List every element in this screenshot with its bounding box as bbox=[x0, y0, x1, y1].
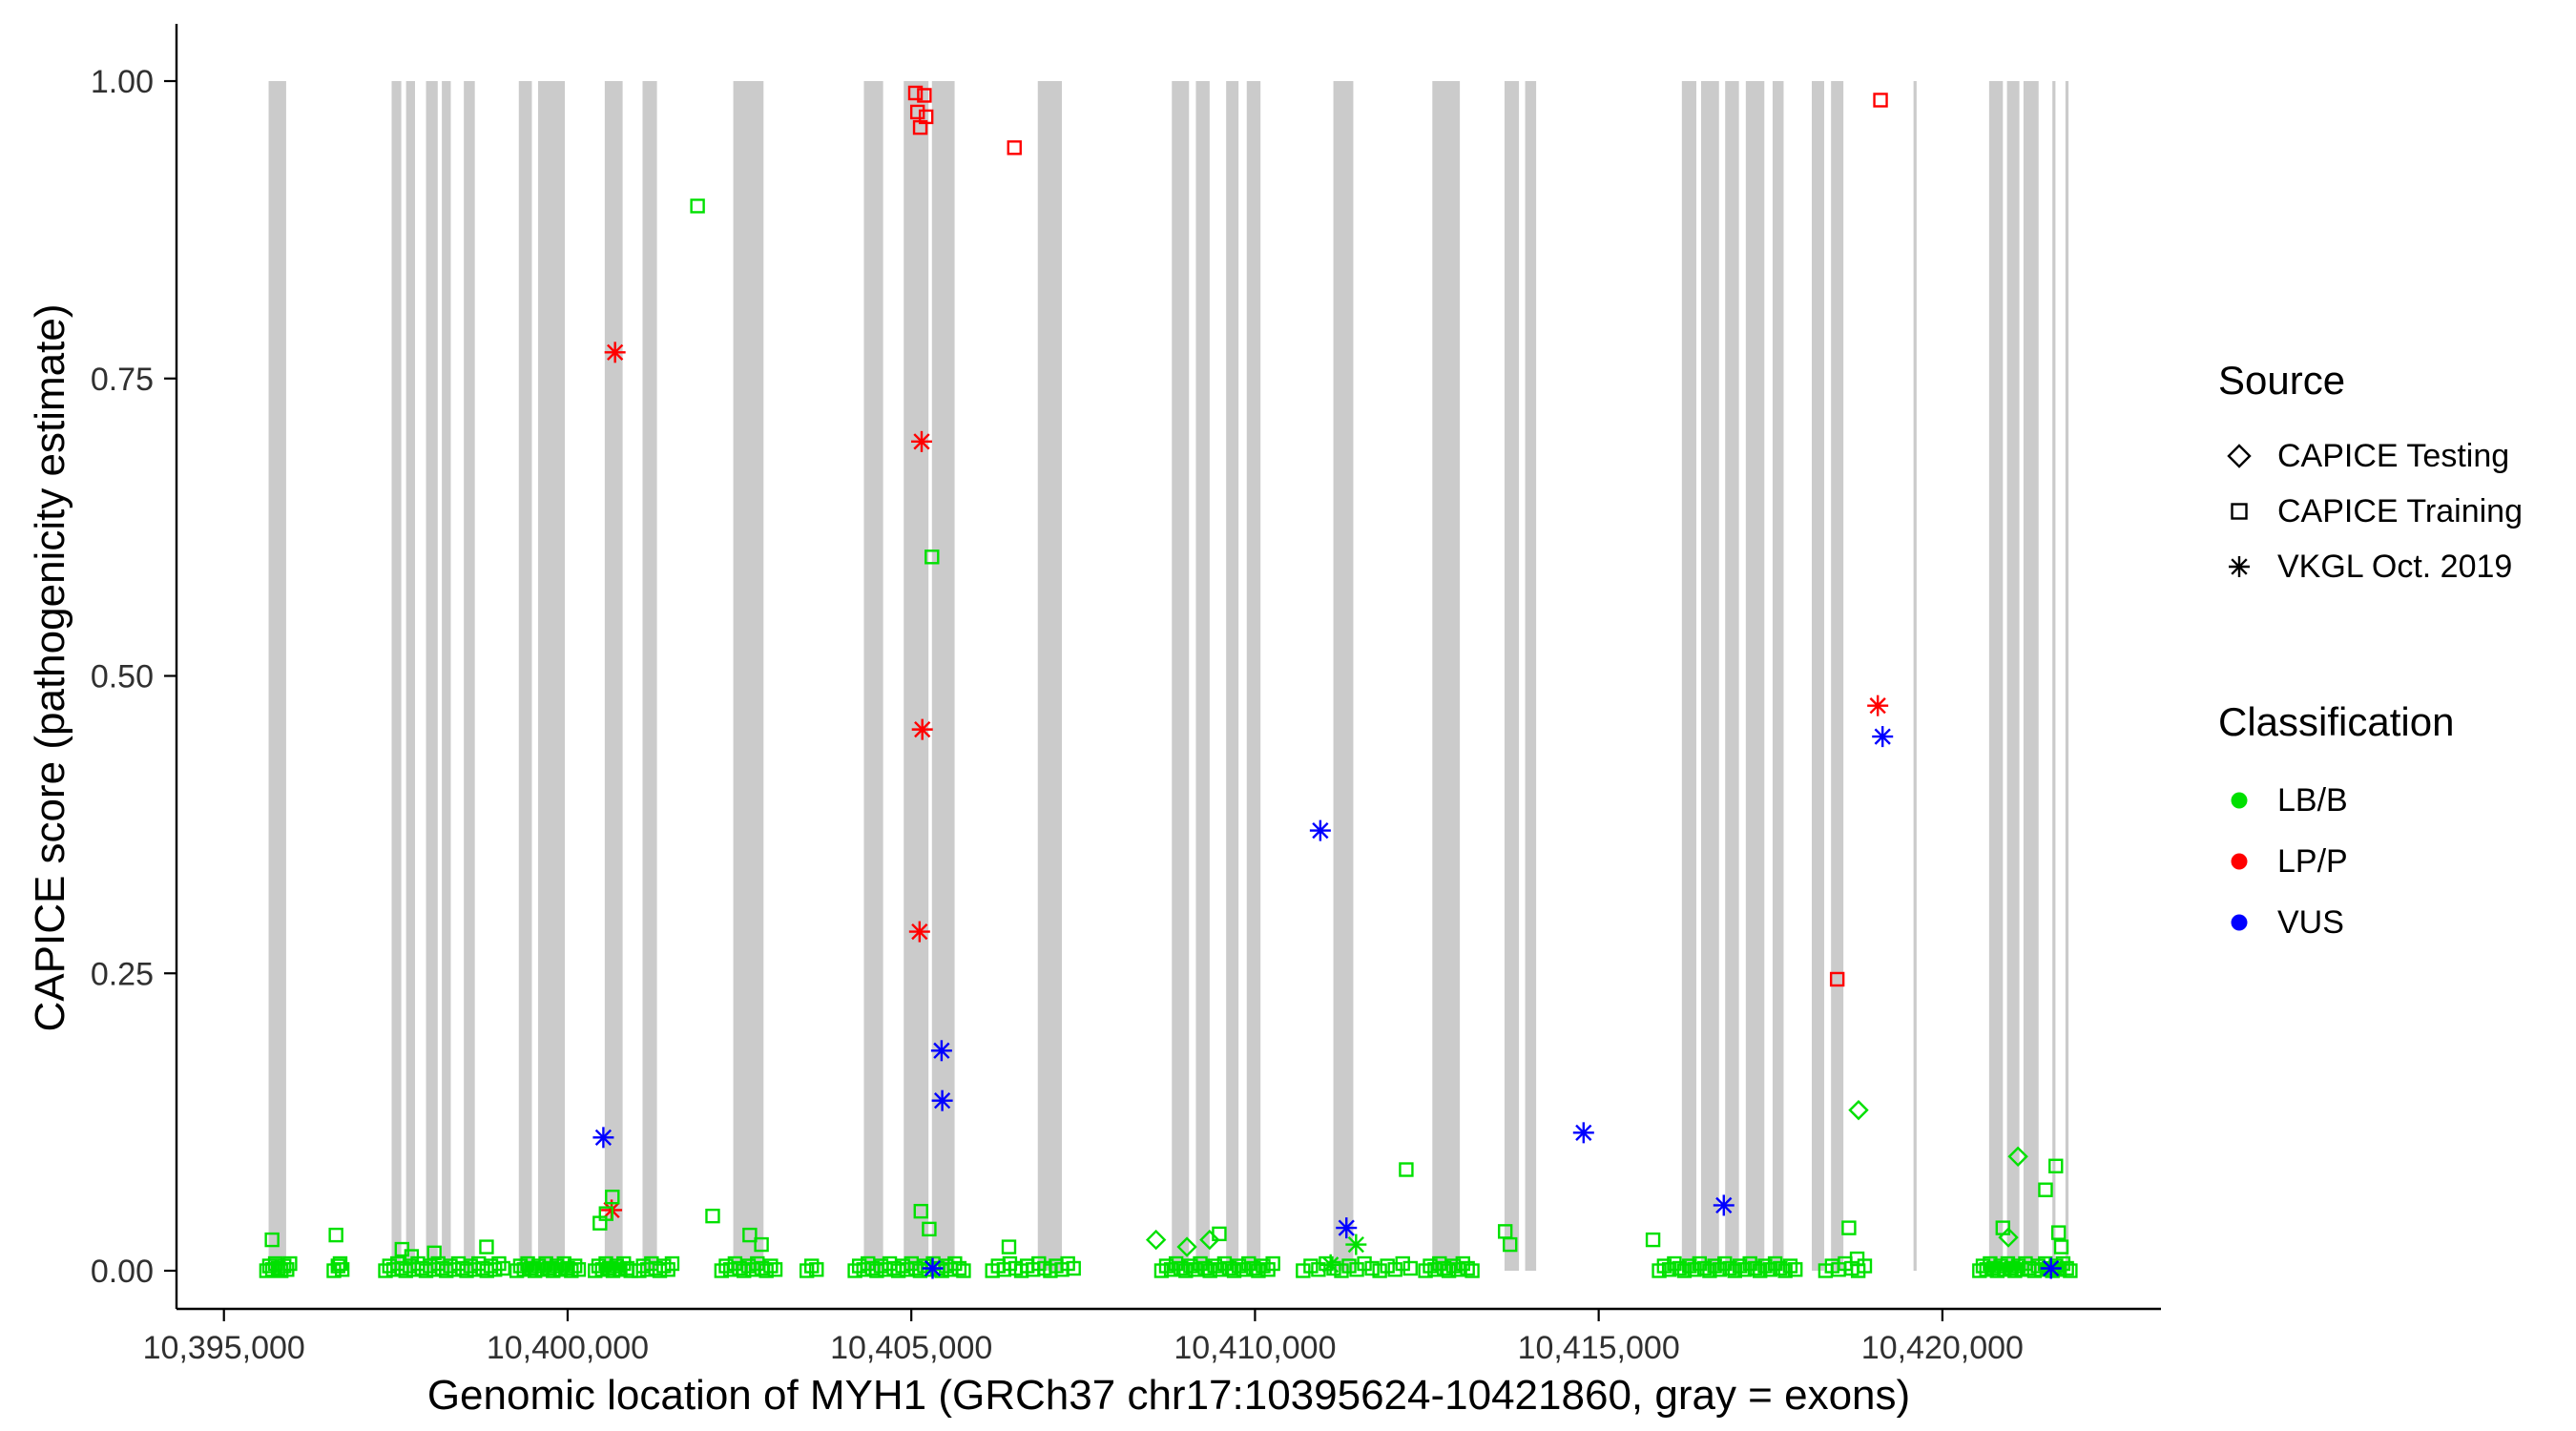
red-dot-icon bbox=[2218, 842, 2260, 881]
square-icon bbox=[2218, 492, 2260, 530]
diamond-icon bbox=[2218, 437, 2260, 475]
legend-item-label: CAPICE Testing bbox=[2277, 437, 2510, 474]
legend-item-vus: VUS bbox=[2218, 892, 2571, 953]
svg-text:0.75: 0.75 bbox=[91, 362, 154, 398]
legend-classification-title: Classification bbox=[2218, 699, 2455, 744]
legend-item-label: LB/B bbox=[2277, 781, 2348, 819]
svg-text:10,400,000: 10,400,000 bbox=[487, 1330, 649, 1366]
legend-item-capice-testing: CAPICE Testing bbox=[2218, 428, 2571, 484]
svg-text:0.00: 0.00 bbox=[91, 1254, 154, 1290]
legend-item-capice-training: CAPICE Training bbox=[2218, 484, 2571, 539]
blue-dot-icon bbox=[2218, 903, 2260, 942]
legend-item-vkgl: VKGL Oct. 2019 bbox=[2218, 539, 2571, 594]
legend: Source CAPICE Testing CAPICE Training bbox=[2218, 358, 2571, 1058]
svg-text:0.25: 0.25 bbox=[91, 956, 154, 992]
legend-item-lbb: LB/B bbox=[2218, 770, 2571, 831]
legend-source-title: Source bbox=[2218, 358, 2346, 403]
y-axis-title: CAPICE score (pathogenicity estimate) bbox=[27, 303, 73, 1032]
asterisk-icon bbox=[2218, 548, 2260, 586]
legend-item-label: VUS bbox=[2277, 903, 2344, 941]
svg-text:10,410,000: 10,410,000 bbox=[1174, 1330, 1336, 1366]
svg-text:1.00: 1.00 bbox=[91, 64, 154, 100]
svg-text:0.50: 0.50 bbox=[91, 659, 154, 695]
legend-item-lpp: LP/P bbox=[2218, 831, 2571, 892]
x-axis-title: Genomic location of MYH1 (GRCh37 chr17:1… bbox=[426, 1372, 1911, 1419]
svg-text:10,405,000: 10,405,000 bbox=[830, 1330, 992, 1366]
svg-text:10,395,000: 10,395,000 bbox=[143, 1330, 305, 1366]
svg-text:10,420,000: 10,420,000 bbox=[1861, 1330, 2024, 1366]
green-dot-icon bbox=[2218, 781, 2260, 819]
legend-classification: Classification LB/B LP/P VUS bbox=[2218, 699, 2571, 953]
legend-source: Source CAPICE Testing CAPICE Training bbox=[2218, 358, 2571, 594]
legend-item-label: VKGL Oct. 2019 bbox=[2277, 548, 2513, 585]
legend-item-label: LP/P bbox=[2277, 842, 2348, 880]
legend-item-label: CAPICE Training bbox=[2277, 492, 2523, 529]
svg-text:10,415,000: 10,415,000 bbox=[1518, 1330, 1680, 1366]
